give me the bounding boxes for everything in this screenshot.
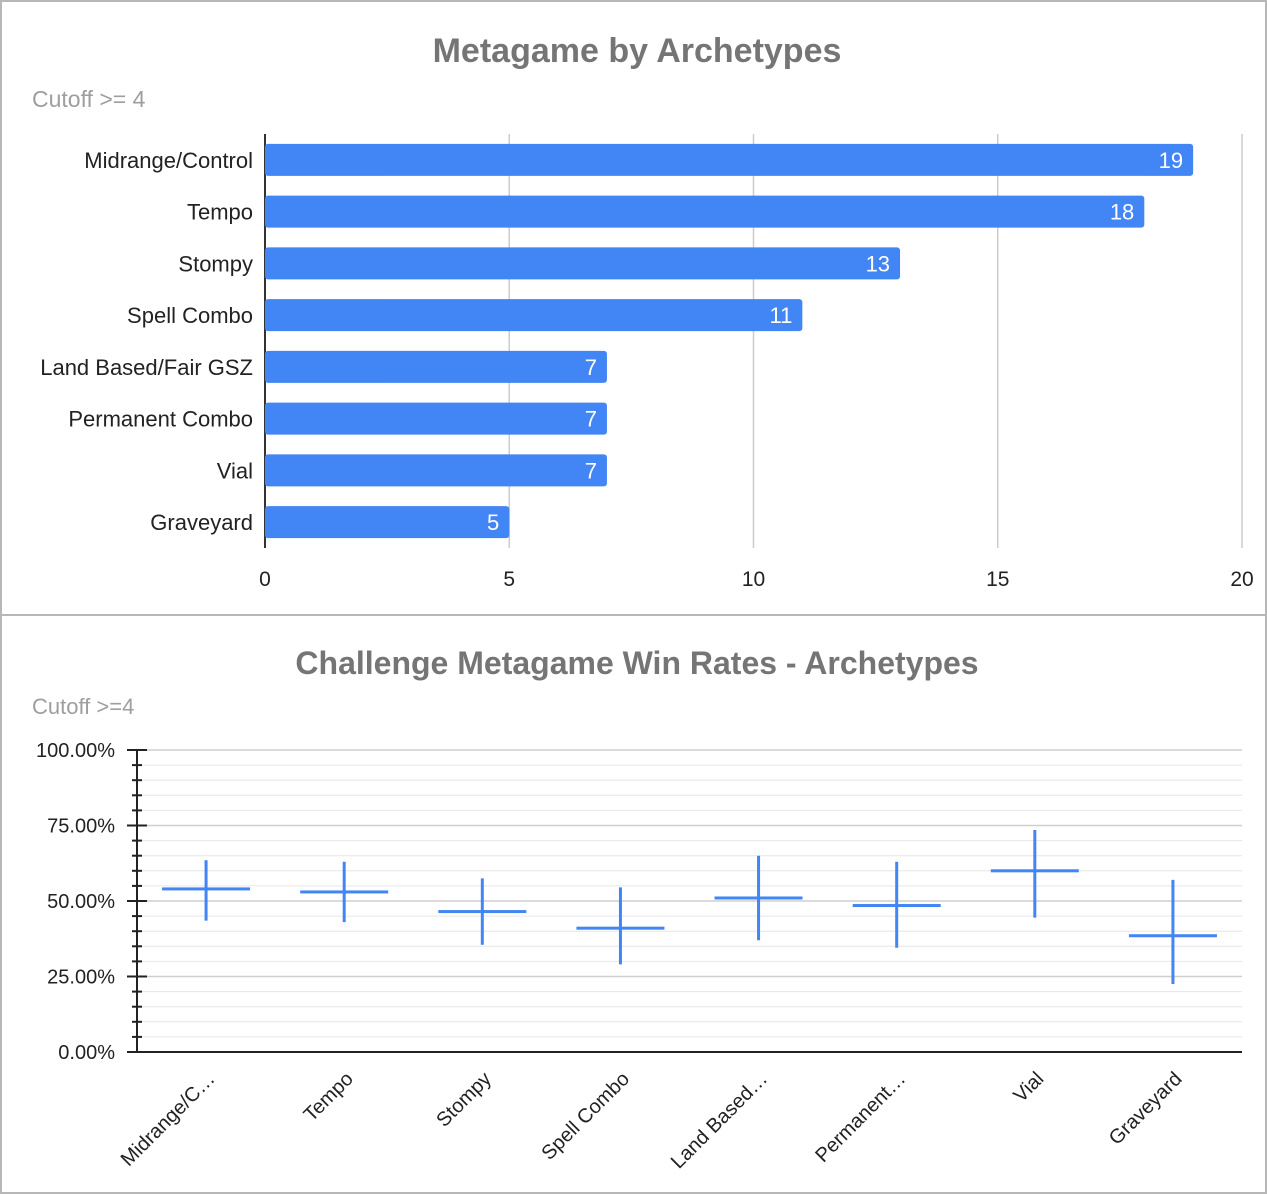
candlestick-chart: Challenge Metagame Win Rates - Archetype… [32, 645, 1242, 1173]
bar-chart-subtitle: Cutoff >= 4 [32, 86, 146, 112]
candle-category-label: Midrange/C… [117, 1068, 220, 1171]
candle-body [576, 926, 665, 930]
candle-body [162, 887, 251, 891]
bar-value-label: 18 [1110, 200, 1134, 225]
bar-category-label: Stompy [178, 251, 253, 276]
candle-category-label: Permanent… [811, 1068, 910, 1167]
bar-x-tick-label: 15 [986, 568, 1009, 591]
candle-body [300, 890, 389, 894]
candle-category-label: Graveyard [1105, 1068, 1187, 1150]
bar-chart-title: Metagame by Archetypes [433, 32, 842, 70]
candle-y-tick-label: 50.00% [47, 891, 115, 913]
bar-category-label: Land Based/Fair GSZ [40, 355, 253, 380]
bar [265, 506, 510, 539]
candle-chart-subtitle: Cutoff >=4 [32, 694, 134, 719]
bar-value-label: 11 [770, 303, 793, 328]
candle-y-tick-label: 0.00% [58, 1042, 115, 1064]
candle-body [990, 869, 1079, 873]
bar-x-tick-label: 5 [503, 568, 515, 591]
candle-body [1128, 934, 1217, 938]
candle-y-tick-label: 100.00% [36, 740, 115, 762]
bar-value-label: 5 [487, 510, 499, 535]
bar-category-label: Permanent Combo [68, 407, 253, 432]
candle-category-label: Spell Combo [537, 1068, 634, 1165]
candle-body [438, 910, 527, 914]
bar [265, 247, 901, 280]
bar-x-tick-label: 20 [1230, 568, 1253, 591]
bar-value-label: 7 [585, 458, 597, 483]
bar-x-tick-label: 0 [259, 568, 271, 591]
chart-divider [2, 614, 1265, 616]
bar-category-label: Graveyard [150, 510, 253, 535]
bar [265, 402, 607, 435]
bar [265, 299, 803, 332]
candle-category-label: Vial [1009, 1068, 1048, 1107]
bar-value-label: 13 [866, 251, 890, 276]
candle-chart-title: Challenge Metagame Win Rates - Archetype… [295, 645, 978, 681]
candle-body [852, 904, 941, 908]
candle-category-label: Land Based… [667, 1068, 772, 1173]
bar [265, 195, 1145, 228]
bar-category-label: Vial [217, 458, 253, 483]
bar-value-label: 7 [585, 407, 597, 432]
bar-category-label: Spell Combo [127, 303, 253, 328]
bar [265, 143, 1194, 176]
candle-y-tick-label: 75.00% [47, 816, 115, 838]
bar-chart: Metagame by Archetypes Cutoff >= 4 0 5 10 1… [32, 32, 1254, 591]
bar-x-tick-label: 10 [742, 568, 765, 591]
bar-value-label: 19 [1159, 148, 1183, 173]
bar [265, 350, 607, 383]
bar-value-label: 7 [585, 355, 597, 380]
candle-category-label: Stompy [432, 1068, 496, 1132]
bar [265, 454, 607, 487]
candle-body [714, 896, 803, 900]
bar-category-label: Tempo [187, 200, 253, 225]
bar-category-label: Midrange/Control [84, 148, 253, 173]
candle-y-tick-label: 25.00% [47, 967, 115, 989]
candle-category-label: Tempo [300, 1068, 358, 1126]
